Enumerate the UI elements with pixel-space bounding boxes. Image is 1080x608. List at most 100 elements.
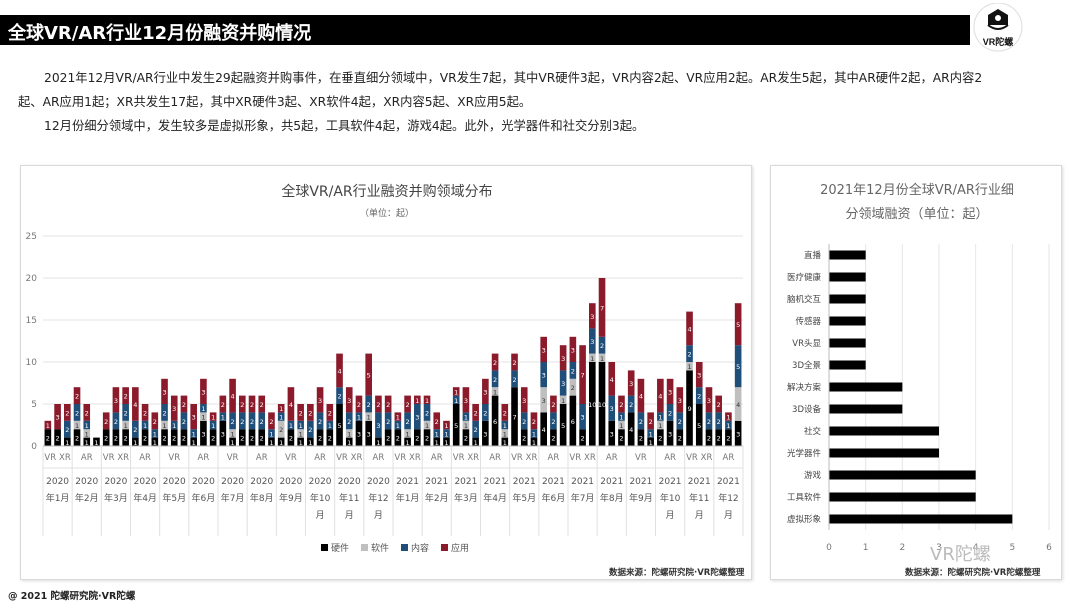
bar-segment [258,429,266,446]
bar-data-label: 3 [201,430,205,438]
bar-data-label: 3 [629,380,633,388]
bar-data-label: 1 [619,414,623,422]
bar-segment [375,412,382,438]
month-label: 年5月 [512,492,536,504]
month-label: 2021 [600,477,623,487]
group-label: AR [81,453,93,463]
intro-paragraph-1-cont: 起、AR应用1起；XR共发生17起，其中XR硬件3起、XR软件4起，XR内容5起… [18,95,532,109]
bar-segment [520,387,528,413]
x-tick-label: 4 [973,543,979,553]
bar-segment [589,303,596,329]
group-label: XR [701,453,713,463]
bar-segment [297,420,304,430]
bar-data-label: 4 [629,426,633,434]
bar-data-label: 1 [454,388,458,396]
bar-segment [686,370,693,446]
bar-data-label: 1 [503,439,507,447]
bar-data-label: 1 [133,439,137,447]
group-label: VR [285,453,297,463]
bar-data-label: 2 [386,418,390,426]
hbar [829,492,976,502]
bar-data-label: 2 [46,435,50,443]
bar-segment [122,404,129,421]
month-label: 月 [316,510,325,521]
month-label: 年7月 [221,492,245,504]
month-label: 年9月 [629,492,653,504]
bar-data-label: 2 [75,393,79,401]
bar-segment [316,387,324,413]
bar-data-label: 3 [464,397,468,405]
chart-title: 全球VR/AR行业融资并购领域分布 [281,183,492,200]
bar-segment [180,429,188,446]
month-label: 年11 [339,492,359,504]
bar-data-label: 2 [425,409,429,417]
watermark: VR陀螺 [930,544,991,565]
bar-segment [725,429,732,446]
bar-data-label: 2 [133,426,137,434]
bar-segment [715,395,722,413]
bar-data-label: 3 [697,372,701,380]
month-label: 月 [695,510,704,521]
bar-segment [579,429,586,446]
bar-segment [725,420,732,430]
bar-segment [258,395,266,413]
group-label: AR [139,453,151,463]
bar-data-label: 2 [406,401,410,409]
bar-segment [132,437,139,446]
bar-segment [102,412,110,430]
bar-segment [462,429,470,446]
bar-data-label: 1 [347,439,351,447]
bar-data-label: 2 [435,418,439,426]
month-label: 年9月 [279,492,303,504]
bar-data-label: 2 [687,351,691,359]
intro-text: 2021年12月VR/AR行业中发生29起融资并购事件，在垂直细分领域中，VR发… [18,66,1068,138]
chart-subtitle: （单位：起） [360,207,414,219]
group-label: VR [336,453,348,463]
bar-data-label: 3 [201,388,205,396]
month-label: 年3月 [454,492,478,504]
bar-data-label: 1 [153,439,157,447]
legend-label: 软件 [371,542,389,554]
group-label: VR [394,453,406,463]
category-label: VR头显 [792,338,821,349]
bar-segment [404,437,411,446]
month-label: 月 [374,510,383,521]
bar-segment [608,362,616,396]
group-label: AR [548,453,560,463]
bar-segment [627,395,635,413]
month-label: 2020 [221,477,244,487]
bar-data-label: 6 [571,418,575,426]
bar-segment [715,412,722,430]
bar-data-label: 1 [532,430,536,438]
bar-segment [414,404,421,430]
bar-data-label: 1 [85,430,89,438]
bar-segment [589,362,596,446]
bar-segment [394,429,402,446]
bar-segment [705,429,713,446]
bar-segment [705,412,713,430]
bar-segment [598,278,606,337]
bar-segment [550,412,557,430]
bar-data-label: 1 [444,439,448,447]
group-label: AR [489,453,501,463]
bar-data-label: 3 [542,397,546,405]
bar-data-label: 1 [503,430,507,438]
category-label: 光学器件 [787,448,822,459]
bar-segment [345,437,353,446]
chart-title: 分领域融资（单位：起） [845,207,988,222]
bar-data-label: 1 [600,355,604,363]
bar-segment [569,378,577,396]
bar-data-label: 2 [211,435,215,443]
bar-data-label: 9 [687,405,691,413]
bar-segment [404,412,411,430]
bar-segment [666,404,674,421]
bar-segment [618,429,625,446]
bar-data-label: 3 [318,397,322,405]
bar-segment [676,387,684,413]
bar-segment [637,412,645,430]
bar-data-label: 2 [308,426,312,434]
bar-data-label: 2 [512,376,516,384]
bar-segment [715,429,722,446]
bar-data-label: 2 [415,435,419,443]
bar-data-label: 2 [717,418,721,426]
